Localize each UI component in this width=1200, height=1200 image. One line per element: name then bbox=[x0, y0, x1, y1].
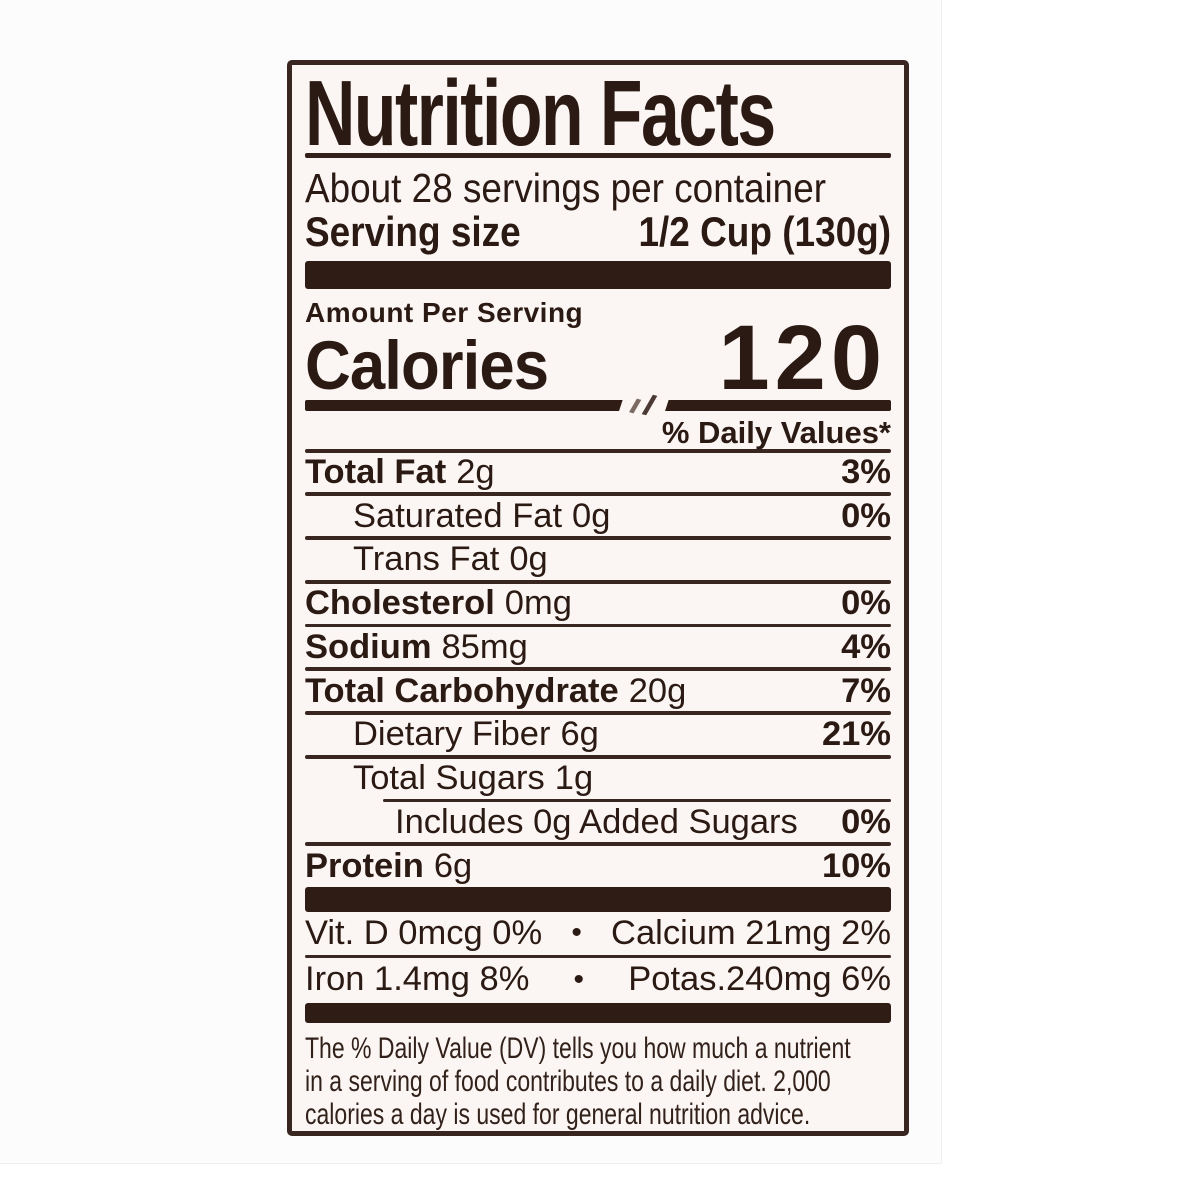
micronutrient-right: Calcium 21mg 2% bbox=[611, 913, 891, 952]
nutrient-row-trans-fat: Trans Fat 0g bbox=[305, 540, 891, 580]
nutrient-name: Cholesterol bbox=[305, 584, 495, 623]
label-title-text: Nutrition Facts bbox=[305, 61, 776, 165]
nutrient-name: Sodium bbox=[305, 627, 432, 666]
nutrient-name: Total Sugars bbox=[353, 759, 545, 798]
nutrient-dv: 0% bbox=[841, 584, 891, 623]
nutrient-amount: 1g bbox=[554, 759, 594, 798]
serving-size-value: 1/2 Cup (130g) bbox=[638, 207, 891, 255]
row-divider bbox=[305, 954, 891, 959]
nutrient-dv: 0% bbox=[841, 496, 891, 535]
nutrient-name: Total Carbohydrate bbox=[305, 671, 619, 710]
nutrient-dv: 3% bbox=[841, 452, 891, 491]
bullet-separator-icon: • bbox=[573, 962, 585, 996]
nutrient-row-total-carbohydrate: Total Carbohydrate 20g 7% bbox=[305, 671, 891, 711]
footnote-line: calories a day is used for general nutri… bbox=[305, 1098, 891, 1131]
thick-separator-bar bbox=[305, 887, 891, 912]
label-title: Nutrition Facts bbox=[305, 67, 891, 160]
nutrient-amount: 85mg bbox=[441, 627, 528, 666]
nutrient-name: Total Fat bbox=[305, 452, 447, 491]
amount-per-serving: Amount Per Serving bbox=[305, 296, 584, 328]
nutrient-row-cholesterol: Cholesterol 0mg 0% bbox=[305, 584, 891, 624]
calories-value: 120 bbox=[718, 306, 887, 409]
thick-separator-bar bbox=[305, 260, 891, 289]
serving-size-label: Serving size bbox=[305, 207, 521, 255]
calories-separator-bar bbox=[305, 392, 891, 417]
nutrient-amount: 6g bbox=[433, 846, 473, 885]
micronutrient-right: Potas.240mg 6% bbox=[628, 960, 891, 999]
row-divider bbox=[305, 492, 891, 497]
nutrient-dv: 7% bbox=[841, 671, 891, 710]
row-divider bbox=[305, 842, 891, 847]
row-divider bbox=[305, 536, 891, 540]
micronutrient-left: Vit. D 0mcg 0% bbox=[305, 913, 543, 952]
nutrient-amount: 2g bbox=[456, 452, 495, 491]
row-divider bbox=[305, 667, 891, 672]
daily-value-footnote: The % Daily Value (DV) tells you how muc… bbox=[305, 1032, 891, 1131]
micronutrient-row-2: Iron 1.4mg 8% • Potas.240mg 6% bbox=[305, 958, 891, 1001]
nutrient-row-added-sugars: Includes 0g Added Sugars 0% bbox=[305, 802, 891, 842]
nutrient-row-total-fat: Total Fat 2g 3% bbox=[305, 453, 891, 493]
row-divider bbox=[305, 623, 891, 628]
nutrient-amount: 0mg bbox=[504, 584, 572, 623]
nutrient-dv: 4% bbox=[841, 627, 891, 666]
nutrient-amount: 0g bbox=[509, 540, 548, 579]
nutrient-dv: 21% bbox=[821, 715, 891, 754]
servings-per-container-text: About 28 servings per container bbox=[305, 164, 827, 211]
row-divider bbox=[305, 449, 891, 453]
nutrient-row-protein: Protein 6g 10% bbox=[305, 846, 891, 886]
nutrient-amount: 6g bbox=[560, 715, 599, 754]
nutrient-row-sodium: Sodium 85mg 4% bbox=[305, 627, 891, 667]
nutrient-name: Dietary Fiber bbox=[353, 715, 551, 754]
servings-per-container: About 28 servings per container bbox=[305, 166, 891, 210]
nutrient-dv: 0% bbox=[841, 802, 891, 841]
micronutrient-left: Iron 1.4mg 8% bbox=[305, 960, 530, 999]
scan-artifact bbox=[617, 392, 672, 417]
footnote-line: The % Daily Value (DV) tells you how muc… bbox=[305, 1032, 891, 1065]
nutrition-facts-label: Nutrition Facts About 28 servings per co… bbox=[287, 60, 909, 1136]
serving-size-row: Serving size 1/2 Cup (130g) bbox=[305, 207, 891, 255]
bullet-separator-icon: • bbox=[571, 916, 582, 950]
nutrient-name: Includes 0g Added Sugars bbox=[395, 802, 798, 841]
row-divider bbox=[305, 579, 891, 584]
nutrient-row-total-sugars: Total Sugars 1g bbox=[305, 759, 891, 799]
micronutrient-row-1: Vit. D 0mcg 0% • Calcium 21mg 2% bbox=[305, 912, 891, 955]
thick-separator-bar bbox=[305, 1003, 891, 1024]
title-divider bbox=[305, 153, 891, 158]
nutrient-amount: 20g bbox=[628, 671, 687, 710]
calories-label-text: Calories bbox=[305, 326, 549, 404]
nutrient-name: Protein bbox=[305, 846, 424, 885]
nutrient-dv: 10% bbox=[821, 846, 891, 885]
row-divider-indented bbox=[383, 798, 891, 803]
footnote-line-text: calories a day is used for general nutri… bbox=[305, 1098, 811, 1132]
row-divider bbox=[305, 711, 891, 715]
calories-row: Calories 120 bbox=[305, 306, 891, 409]
nutrient-row-saturated-fat: Saturated Fat 0g 0% bbox=[305, 496, 891, 536]
nutrient-row-dietary-fiber: Dietary Fiber 6g 21% bbox=[305, 715, 891, 755]
footnote-line-text: The % Daily Value (DV) tells you how muc… bbox=[305, 1032, 851, 1066]
row-divider bbox=[305, 754, 891, 759]
nutrient-name: Saturated Fat bbox=[353, 496, 563, 535]
daily-values-header: % Daily Values* bbox=[661, 415, 891, 451]
nutrient-amount: 0g bbox=[572, 496, 611, 535]
footnote-line-text: in a serving of food contributes to a da… bbox=[305, 1065, 831, 1099]
footnote-line: in a serving of food contributes to a da… bbox=[305, 1065, 891, 1098]
calories-label: Calories bbox=[305, 326, 569, 404]
nutrient-name: Trans Fat bbox=[353, 540, 500, 579]
